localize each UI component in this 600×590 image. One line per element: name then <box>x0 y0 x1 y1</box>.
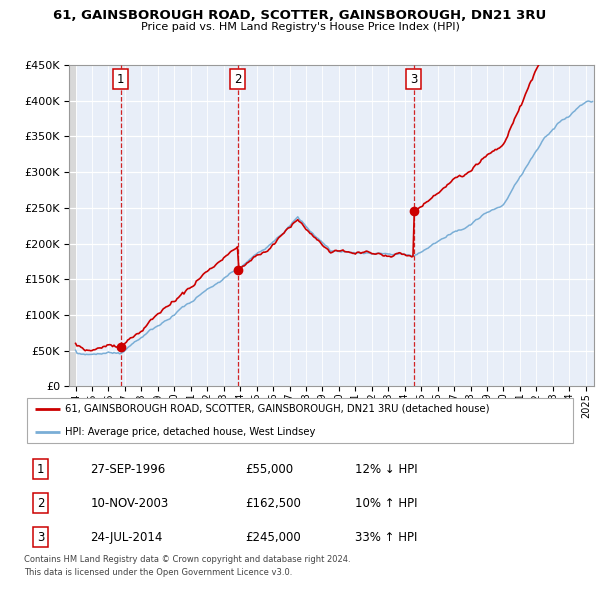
Text: This data is licensed under the Open Government Licence v3.0.: This data is licensed under the Open Gov… <box>24 568 292 576</box>
Text: £245,000: £245,000 <box>245 530 301 544</box>
FancyBboxPatch shape <box>27 398 573 443</box>
Text: 24-JUL-2014: 24-JUL-2014 <box>90 530 163 544</box>
Text: 33% ↑ HPI: 33% ↑ HPI <box>355 530 418 544</box>
Text: 1: 1 <box>117 73 124 86</box>
Text: 27-SEP-1996: 27-SEP-1996 <box>90 463 166 476</box>
Text: 1: 1 <box>37 463 44 476</box>
Text: 61, GAINSBOROUGH ROAD, SCOTTER, GAINSBOROUGH, DN21 3RU (detached house): 61, GAINSBOROUGH ROAD, SCOTTER, GAINSBOR… <box>65 404 490 414</box>
Text: 12% ↓ HPI: 12% ↓ HPI <box>355 463 418 476</box>
Text: 3: 3 <box>37 530 44 544</box>
Text: £162,500: £162,500 <box>245 497 301 510</box>
Text: 10-NOV-2003: 10-NOV-2003 <box>90 497 169 510</box>
Text: £55,000: £55,000 <box>245 463 293 476</box>
Text: HPI: Average price, detached house, West Lindsey: HPI: Average price, detached house, West… <box>65 427 316 437</box>
Text: 2: 2 <box>37 497 44 510</box>
Text: Contains HM Land Registry data © Crown copyright and database right 2024.: Contains HM Land Registry data © Crown c… <box>24 555 350 563</box>
Text: 61, GAINSBOROUGH ROAD, SCOTTER, GAINSBOROUGH, DN21 3RU: 61, GAINSBOROUGH ROAD, SCOTTER, GAINSBOR… <box>53 9 547 22</box>
Text: 10% ↑ HPI: 10% ↑ HPI <box>355 497 418 510</box>
Bar <box>69 65 76 386</box>
Text: Price paid vs. HM Land Registry's House Price Index (HPI): Price paid vs. HM Land Registry's House … <box>140 22 460 32</box>
Text: 2: 2 <box>234 73 242 86</box>
Text: 3: 3 <box>410 73 418 86</box>
